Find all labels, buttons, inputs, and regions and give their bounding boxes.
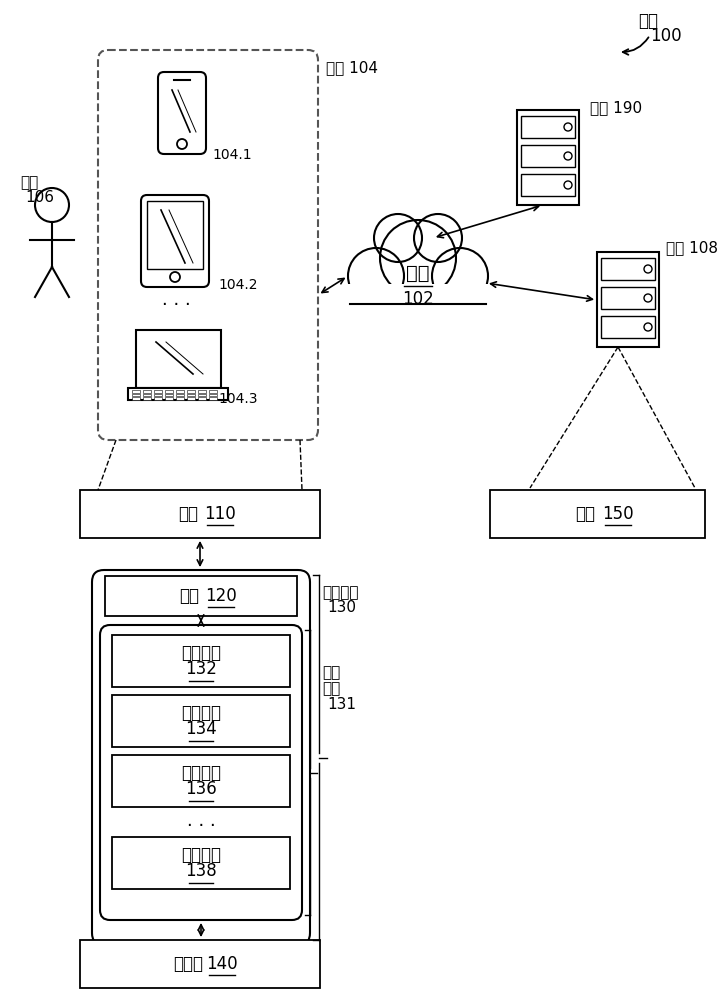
Bar (132, 390, 140, 392)
FancyBboxPatch shape (92, 570, 310, 945)
Circle shape (348, 248, 404, 304)
Bar (601, 316, 655, 338)
FancyBboxPatch shape (98, 50, 318, 440)
Bar (147, 201, 203, 269)
Text: 堆栈: 堆栈 (322, 681, 340, 696)
Text: 104.2: 104.2 (218, 278, 257, 292)
Text: · · ·: · · · (187, 817, 216, 835)
Text: 堆栈组件: 堆栈组件 (181, 764, 221, 782)
Bar (143, 390, 151, 392)
Text: 132: 132 (185, 660, 217, 678)
Text: 104.3: 104.3 (218, 392, 257, 406)
Text: 150: 150 (602, 505, 633, 523)
Text: 102: 102 (402, 290, 434, 308)
Bar (143, 397, 151, 399)
Bar (132, 397, 140, 399)
Text: 140: 140 (206, 955, 238, 973)
Bar (348, 284, 488, 309)
Bar (176, 393, 184, 396)
Text: 传输框架: 传输框架 (322, 585, 359, 600)
FancyBboxPatch shape (141, 195, 209, 287)
Circle shape (380, 220, 456, 296)
Bar (135, 330, 221, 388)
Text: 106: 106 (25, 190, 54, 205)
Text: 131: 131 (327, 697, 356, 712)
Text: 应用: 应用 (575, 505, 595, 523)
Bar (209, 397, 217, 399)
Bar (209, 390, 217, 392)
Text: 136: 136 (185, 780, 217, 798)
Bar (80, 940, 320, 988)
Text: 装置 108: 装置 108 (666, 240, 718, 255)
Bar (165, 397, 173, 399)
FancyBboxPatch shape (158, 72, 206, 154)
Text: 104.1: 104.1 (212, 148, 252, 162)
Text: 138: 138 (185, 862, 217, 880)
Text: 转发器: 转发器 (173, 955, 203, 973)
Text: 网络: 网络 (406, 263, 430, 282)
Bar (198, 390, 206, 392)
Bar (165, 390, 173, 392)
Text: 130: 130 (327, 600, 356, 615)
Text: 堆栈组件: 堆栈组件 (181, 704, 221, 722)
Bar (187, 390, 195, 392)
Text: 100: 100 (650, 27, 682, 45)
Text: 装置 190: 装置 190 (590, 100, 642, 115)
Bar (165, 393, 173, 396)
Text: 110: 110 (204, 505, 236, 523)
Bar (521, 116, 575, 138)
Bar (143, 393, 151, 396)
Bar (112, 695, 290, 747)
Text: 堆栈组件: 堆栈组件 (181, 846, 221, 864)
Bar (601, 287, 655, 309)
Bar (176, 397, 184, 399)
Bar (132, 393, 140, 396)
Text: 环境: 环境 (638, 12, 658, 30)
Bar (154, 397, 162, 399)
Text: 堆栈组件: 堆栈组件 (181, 644, 221, 662)
FancyBboxPatch shape (100, 625, 302, 920)
Circle shape (432, 248, 488, 304)
Text: 端口: 端口 (179, 587, 199, 605)
Text: 应用: 应用 (178, 505, 198, 523)
Bar (154, 390, 162, 392)
Text: 120: 120 (205, 587, 237, 605)
Bar (176, 390, 184, 392)
Bar (154, 393, 162, 396)
Bar (128, 388, 228, 400)
Bar (198, 397, 206, 399)
Bar (521, 174, 575, 196)
Bar (80, 490, 320, 538)
Bar (521, 145, 575, 167)
Text: · · ·: · · · (162, 296, 191, 314)
Bar (187, 397, 195, 399)
Bar (209, 393, 217, 396)
Bar (517, 110, 579, 205)
Bar (490, 490, 705, 538)
Text: 传输: 传输 (322, 665, 340, 680)
Bar (601, 258, 655, 280)
Text: 用户: 用户 (20, 175, 38, 190)
Circle shape (414, 214, 462, 262)
Circle shape (374, 214, 422, 262)
Bar (112, 837, 290, 889)
Bar (112, 755, 290, 807)
Bar (112, 635, 290, 687)
Bar (187, 393, 195, 396)
Bar (198, 393, 206, 396)
Text: 装置 104: 装置 104 (326, 60, 378, 75)
Bar (597, 252, 659, 347)
Bar (105, 576, 297, 616)
Text: 134: 134 (185, 720, 217, 738)
